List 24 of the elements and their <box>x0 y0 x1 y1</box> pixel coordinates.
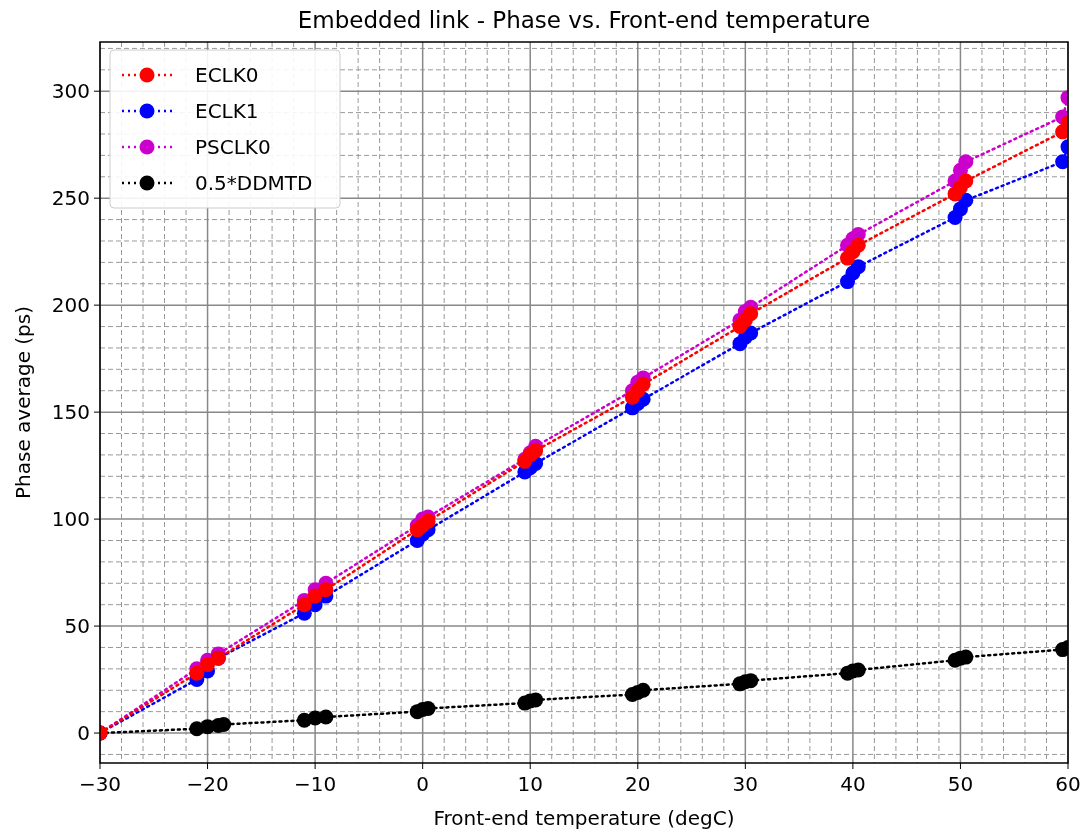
x-tick-label: 60 <box>1055 772 1081 796</box>
legend-label: PSCLK0 <box>195 135 271 159</box>
y-tick-label: 150 <box>51 400 90 425</box>
chart-title: Embedded link - Phase vs. Front-end temperature <box>297 7 871 33</box>
x-tick-label: 0 <box>416 772 430 796</box>
x-tick-label: 30 <box>732 772 759 796</box>
y-tick-label: 100 <box>51 507 90 532</box>
x-tick-label: 50 <box>947 772 974 796</box>
legend-label: ECLK0 <box>195 63 259 87</box>
y-axis-title: Phase average (ps) <box>11 305 35 500</box>
x-axis-title: Front-end temperature (degC) <box>433 806 735 830</box>
legend-label: 0.5*DDMTD <box>195 171 313 195</box>
x-tick-label: −20 <box>186 772 229 796</box>
x-tick-label: 40 <box>840 772 866 796</box>
y-tick-label: 0 <box>77 721 90 746</box>
y-tick-label: 250 <box>51 186 90 211</box>
y-tick-label: 300 <box>51 79 90 104</box>
x-tick-label: 10 <box>517 772 543 796</box>
x-tick-label: −10 <box>294 772 337 796</box>
x-tick-label: −30 <box>78 772 122 796</box>
y-tick-label: 200 <box>51 293 90 318</box>
x-tick-label: 20 <box>625 772 651 796</box>
legend-label: ECLK1 <box>195 99 259 123</box>
y-tick-label: 50 <box>64 614 90 639</box>
